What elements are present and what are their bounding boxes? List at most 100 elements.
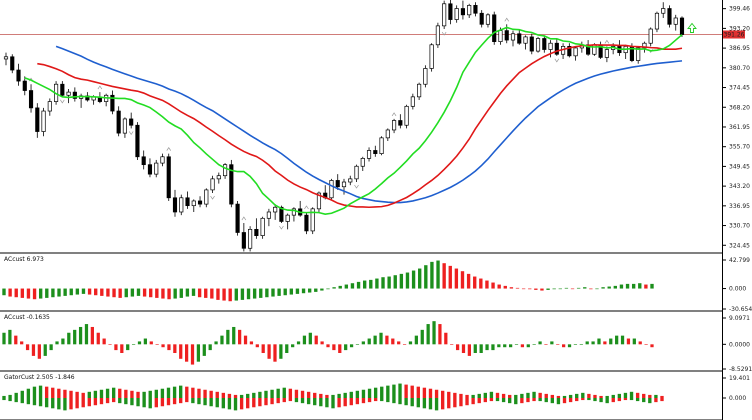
candle-body bbox=[22, 80, 27, 91]
fractal-mark bbox=[604, 39, 610, 44]
gator-lower-bar bbox=[130, 398, 134, 406]
gator-lower-bar bbox=[568, 398, 573, 403]
candle-body bbox=[279, 206, 284, 222]
gator-lower-bar bbox=[483, 398, 487, 403]
gator-upper-bar bbox=[599, 395, 603, 398]
candle-body bbox=[28, 90, 34, 109]
ac2-bar bbox=[638, 341, 642, 345]
gator-lower-bar bbox=[617, 398, 622, 402]
gator-upper-bar bbox=[99, 389, 104, 398]
ac1-bar bbox=[320, 288, 324, 291]
gator-upper-bar bbox=[635, 392, 640, 398]
candle-body bbox=[379, 137, 384, 154]
candle-body bbox=[529, 36, 534, 52]
gator-upper-bar bbox=[142, 391, 146, 398]
ac2-bar bbox=[273, 344, 277, 362]
candle-body bbox=[341, 181, 347, 188]
ac2-bar bbox=[402, 344, 407, 345]
gator-lower-bar bbox=[160, 398, 165, 407]
ac1-bar bbox=[350, 283, 355, 289]
ac1-bar bbox=[326, 288, 330, 290]
ac2-bar bbox=[285, 344, 289, 354]
gator-upper-bar bbox=[209, 390, 213, 398]
gator-upper-bar bbox=[197, 388, 201, 398]
gator-upper-bar bbox=[593, 394, 597, 398]
ac1-bar bbox=[283, 288, 287, 296]
candle-body bbox=[166, 156, 171, 199]
gator-tick-label: 19.401 bbox=[729, 375, 750, 382]
ac1-bar bbox=[118, 288, 122, 298]
candle-body bbox=[235, 203, 240, 233]
gator-upper-bar bbox=[465, 394, 469, 398]
gator-lower-bar bbox=[233, 398, 238, 411]
ac2-bar bbox=[261, 344, 265, 354]
gator-upper-bar bbox=[57, 388, 61, 398]
ac2-bar bbox=[385, 335, 389, 345]
ac2-bar bbox=[296, 341, 301, 345]
candle-body bbox=[667, 8, 672, 25]
gator-lower-bar bbox=[465, 398, 469, 406]
gator-upper-bar bbox=[538, 392, 542, 398]
ma-line-blue bbox=[55, 45, 683, 204]
ac1-bar bbox=[631, 283, 636, 289]
gator-upper-bar bbox=[300, 390, 305, 398]
candle-body bbox=[210, 178, 215, 191]
candle-body bbox=[642, 42, 647, 49]
candle-body bbox=[185, 197, 190, 207]
gator-upper-bar bbox=[367, 388, 372, 398]
candle-body bbox=[154, 162, 159, 175]
ac2-bar bbox=[644, 344, 648, 345]
ac1-bar bbox=[344, 284, 349, 289]
gator-upper-bar bbox=[404, 384, 408, 398]
ac1-bar bbox=[497, 284, 501, 289]
ac1-bar bbox=[94, 288, 98, 296]
candle-body bbox=[392, 120, 397, 131]
gator-lower-bar bbox=[63, 398, 67, 411]
gator-upper-bar bbox=[355, 390, 360, 398]
candle-body bbox=[16, 69, 21, 82]
ac2-bar bbox=[349, 344, 354, 348]
gator-upper-bar bbox=[440, 390, 445, 398]
ac2-bar bbox=[438, 324, 442, 345]
gator-tick-label: 0.000 bbox=[729, 395, 746, 402]
gator-lower-bar bbox=[20, 398, 24, 404]
ac2-bar bbox=[432, 321, 436, 345]
ac1-bar bbox=[240, 288, 245, 300]
ac1-bar bbox=[87, 288, 92, 295]
ac1-tick-label: -30.654 bbox=[729, 306, 752, 313]
ac2-bar bbox=[61, 338, 65, 345]
ac2-bar bbox=[532, 344, 536, 345]
gator-upper-bar bbox=[227, 393, 232, 398]
ac2-bar bbox=[597, 338, 601, 345]
candle-body bbox=[348, 178, 353, 183]
gator-lower-bar bbox=[587, 398, 591, 401]
gator-upper-bar bbox=[337, 393, 341, 398]
gator-upper-bar bbox=[258, 391, 262, 398]
gator-lower-bar bbox=[179, 398, 183, 404]
candle-body bbox=[429, 44, 434, 69]
candle-body bbox=[535, 38, 541, 52]
price-tick-label: 374.45 bbox=[729, 85, 750, 92]
current-price-label: 391.26 bbox=[724, 32, 745, 39]
gator-upper-bar bbox=[111, 387, 116, 398]
gator-upper-bar bbox=[179, 385, 183, 398]
ac1-bar bbox=[546, 288, 550, 290]
ac1-bar bbox=[301, 288, 306, 294]
ac1-bar bbox=[167, 288, 171, 300]
ac1-bar bbox=[8, 288, 12, 297]
ac1-bar bbox=[509, 287, 514, 289]
fractal-mark bbox=[304, 205, 309, 210]
candle-body bbox=[417, 83, 422, 98]
gator-upper-bar bbox=[508, 394, 512, 398]
ac2-bar bbox=[497, 344, 501, 348]
ac1-bar bbox=[558, 288, 562, 290]
ac1-tick-label: 42.799 bbox=[729, 257, 750, 264]
gator-lower-bar bbox=[221, 398, 226, 409]
ac1-bar bbox=[2, 288, 6, 296]
candle-body bbox=[454, 8, 459, 20]
gator-lower-bar bbox=[532, 398, 536, 402]
fractal-mark bbox=[241, 216, 247, 221]
ac1-bar bbox=[155, 288, 159, 298]
ac2-bar bbox=[397, 341, 401, 345]
gator-upper-bar bbox=[166, 387, 171, 398]
